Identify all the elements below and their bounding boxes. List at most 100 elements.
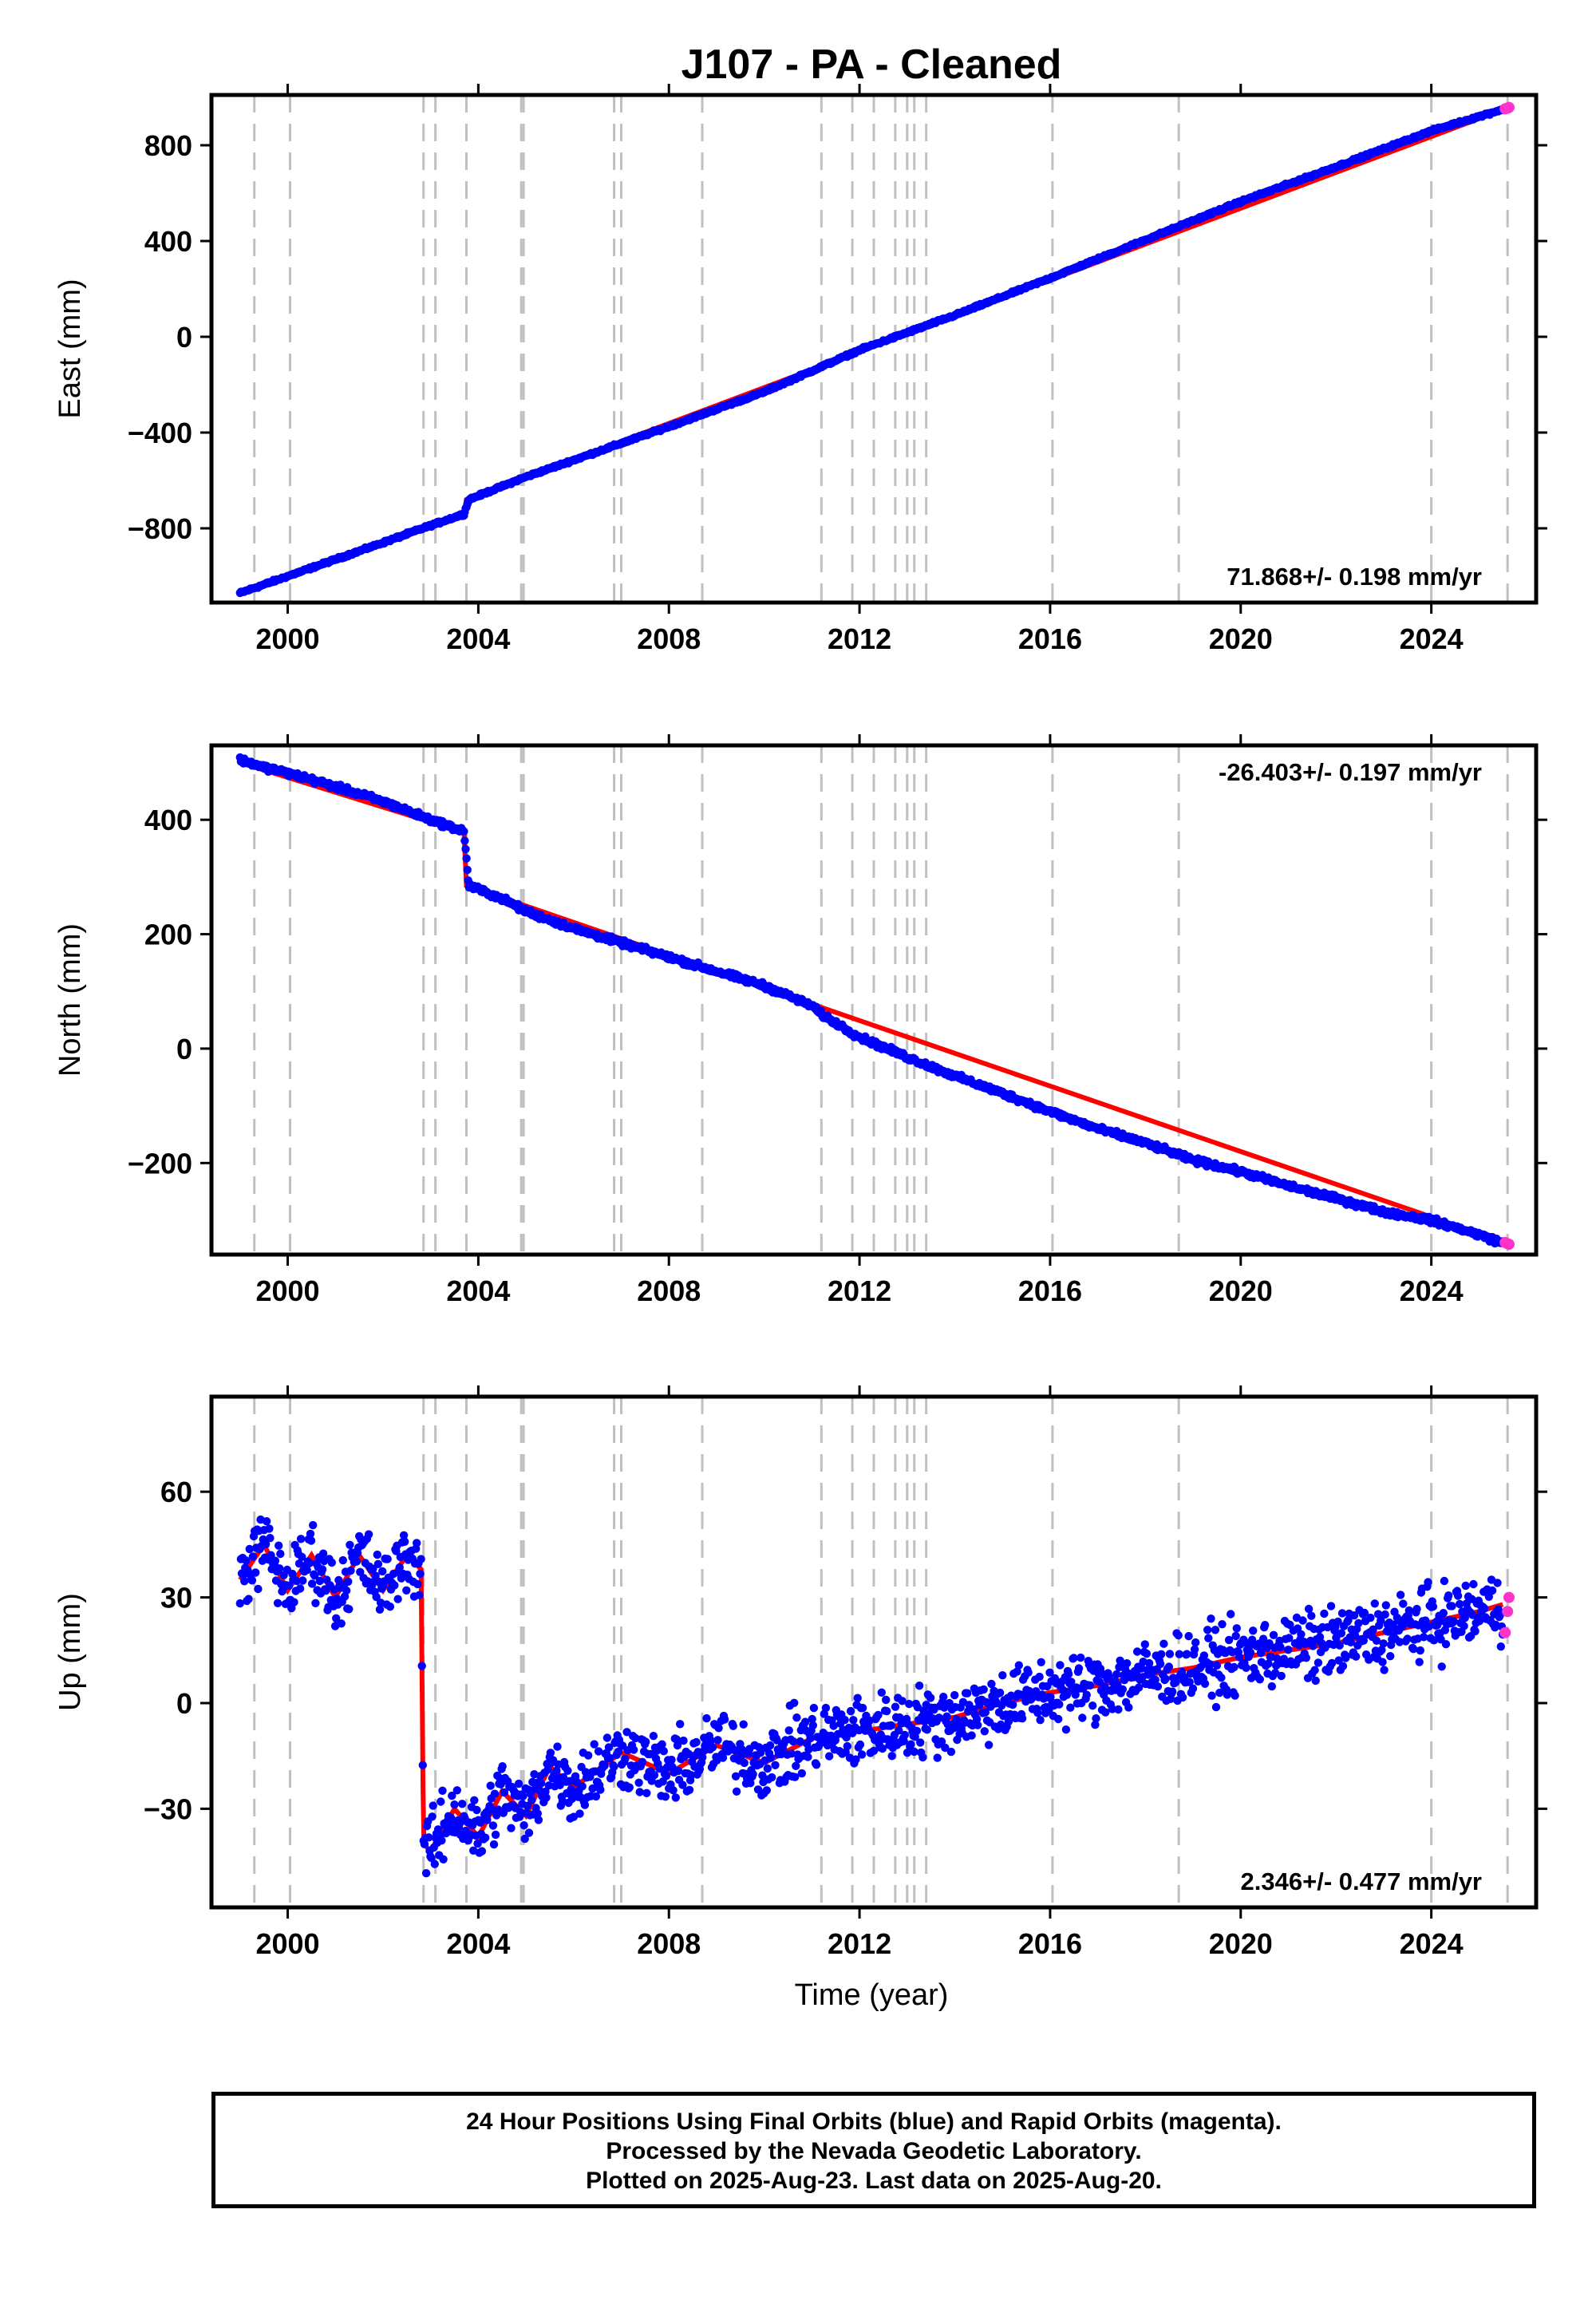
final-orbit-point bbox=[385, 1603, 395, 1611]
final-orbit-point bbox=[979, 1685, 988, 1694]
footer-box: 24 Hour Positions Using Final Orbits (bl… bbox=[211, 2092, 1536, 2208]
final-orbit-point bbox=[307, 1579, 317, 1588]
final-orbit-point bbox=[1178, 1693, 1187, 1702]
final-orbit-point bbox=[1165, 1650, 1175, 1658]
final-orbit-point bbox=[1014, 1661, 1024, 1670]
final-orbit-point bbox=[933, 1753, 942, 1762]
final-orbit-point bbox=[438, 1786, 447, 1795]
final-orbit-point bbox=[939, 1693, 948, 1701]
final-orbit-point bbox=[413, 1539, 421, 1547]
final-orbit-point bbox=[345, 1605, 354, 1614]
final-orbit-point bbox=[669, 1786, 678, 1795]
final-orbit-point bbox=[1269, 1630, 1278, 1639]
final-orbit-point bbox=[967, 1731, 976, 1740]
final-orbit-point bbox=[1184, 1631, 1193, 1641]
final-orbit-point bbox=[248, 1552, 258, 1561]
x-tick-label: 2012 bbox=[828, 1275, 891, 1307]
final-orbit-point bbox=[708, 1743, 717, 1752]
final-orbit-point bbox=[251, 1568, 260, 1577]
final-orbit-point bbox=[472, 1805, 481, 1815]
x-tick-label: 2024 bbox=[1400, 1927, 1464, 1960]
final-orbit-point bbox=[527, 1796, 536, 1804]
final-orbit-point bbox=[491, 1830, 500, 1840]
final-orbit-point bbox=[271, 1556, 280, 1565]
y-tick-label: 400 bbox=[144, 804, 192, 836]
final-orbit-point bbox=[1352, 1652, 1361, 1661]
final-orbit-point bbox=[877, 1688, 887, 1697]
final-orbit-point bbox=[1261, 1621, 1270, 1630]
final-orbit-point bbox=[804, 1753, 812, 1761]
rapid-orbit-point bbox=[1503, 1591, 1515, 1603]
final-orbit-point bbox=[275, 1541, 283, 1550]
north-rate-label: -26.403+/- 0.197 mm/yr bbox=[1219, 758, 1482, 786]
final-orbit-point bbox=[642, 1737, 650, 1746]
final-orbit-point bbox=[1448, 1602, 1456, 1611]
final-orbit-point bbox=[1217, 1674, 1226, 1682]
final-orbit-point bbox=[1156, 1659, 1165, 1669]
final-orbit-point bbox=[514, 1779, 523, 1788]
east-plot-frame bbox=[209, 93, 1539, 605]
x-tick-label: 2008 bbox=[637, 622, 701, 655]
final-orbit-point bbox=[1493, 1579, 1502, 1587]
final-orbit-point bbox=[290, 1598, 298, 1607]
footer-line-1: 24 Hour Positions Using Final Orbits (bl… bbox=[466, 2109, 1282, 2135]
final-orbit-point bbox=[732, 1787, 741, 1796]
final-orbit-point bbox=[1302, 1654, 1311, 1662]
final-orbit-point bbox=[417, 1555, 425, 1563]
final-orbit-point bbox=[922, 1725, 932, 1734]
final-orbit-point bbox=[1441, 1640, 1451, 1649]
y-tick-label: 800 bbox=[144, 129, 192, 162]
final-orbit-point bbox=[450, 1800, 459, 1809]
final-orbit-point bbox=[418, 1761, 427, 1769]
x-tick-label: 2016 bbox=[1018, 1275, 1082, 1307]
up-data-points bbox=[235, 1515, 1515, 1878]
x-tick-label: 2012 bbox=[828, 1927, 891, 1960]
final-orbit-point bbox=[463, 865, 472, 875]
final-orbit-point bbox=[1386, 1652, 1395, 1661]
x-tick-label: 2020 bbox=[1209, 1275, 1273, 1307]
final-orbit-point bbox=[1232, 1624, 1242, 1633]
final-orbit-point bbox=[1061, 1725, 1071, 1734]
final-orbit-point bbox=[749, 1769, 757, 1779]
final-orbit-point bbox=[1380, 1666, 1389, 1674]
final-orbit-point bbox=[950, 1690, 959, 1700]
final-orbit-point bbox=[519, 1821, 528, 1830]
x-axis-label: Time (year) bbox=[795, 1978, 949, 2012]
north-panel: 2000 2004 2008 2012 2016 2020 2024−2000200400 … bbox=[53, 734, 1547, 1307]
final-orbit-point bbox=[963, 1689, 972, 1697]
final-orbit-point bbox=[1203, 1626, 1212, 1634]
final-orbit-point bbox=[998, 1671, 1007, 1680]
final-orbit-point bbox=[1416, 1646, 1425, 1655]
final-orbit-point bbox=[642, 1788, 651, 1797]
final-orbit-point bbox=[1009, 1700, 1017, 1709]
final-orbit-point bbox=[401, 1537, 409, 1546]
final-orbit-point bbox=[1211, 1626, 1220, 1634]
final-orbit-point bbox=[771, 1761, 780, 1769]
final-orbit-point bbox=[1078, 1713, 1087, 1722]
final-orbit-point bbox=[428, 1812, 437, 1821]
final-orbit-point bbox=[1074, 1664, 1084, 1673]
final-orbit-point bbox=[887, 1721, 895, 1730]
final-orbit-point bbox=[1082, 1690, 1091, 1699]
final-orbit-point bbox=[1200, 1679, 1210, 1688]
final-orbit-point bbox=[1054, 1714, 1063, 1724]
final-orbit-point bbox=[942, 1712, 951, 1721]
final-orbit-point bbox=[378, 1567, 387, 1576]
x-tick-label: 2016 bbox=[1018, 622, 1082, 655]
final-orbit-point bbox=[346, 1566, 355, 1575]
x-tick-label: 2008 bbox=[637, 1927, 701, 1960]
final-orbit-point bbox=[262, 1517, 271, 1526]
final-orbit-point bbox=[452, 1786, 461, 1795]
final-orbit-point bbox=[1164, 1662, 1174, 1671]
final-orbit-point bbox=[417, 1662, 426, 1670]
final-orbit-point bbox=[610, 1762, 618, 1771]
final-orbit-point bbox=[1153, 1682, 1163, 1691]
final-orbit-point bbox=[907, 1740, 915, 1749]
final-orbit-point bbox=[974, 1721, 982, 1729]
final-orbit-point bbox=[843, 1741, 852, 1751]
final-orbit-point bbox=[1024, 1668, 1033, 1677]
final-orbit-point bbox=[729, 1721, 737, 1730]
final-orbit-point bbox=[1037, 1658, 1045, 1666]
final-orbit-point bbox=[276, 1549, 285, 1559]
final-orbit-point bbox=[1314, 1658, 1323, 1667]
